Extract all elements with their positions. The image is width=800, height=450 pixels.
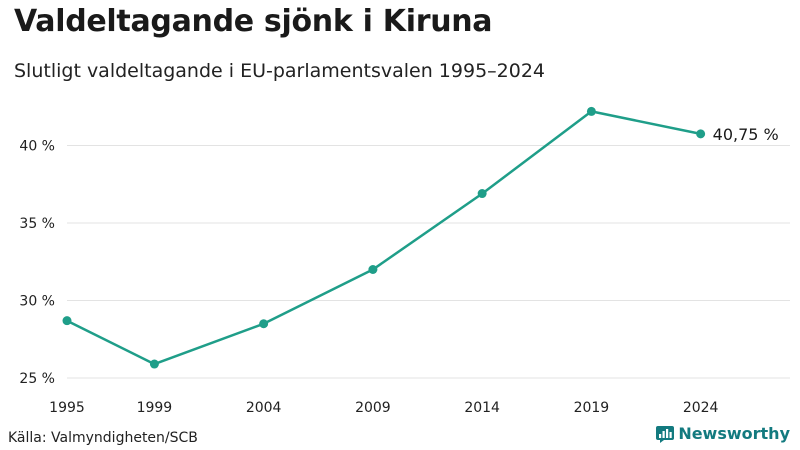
x-tick-label: 2024 (683, 400, 719, 416)
data-point (696, 129, 706, 139)
x-tick-label: 2004 (246, 400, 282, 416)
y-tick-label: 25 % (19, 371, 55, 387)
x-tick-label: 2009 (355, 400, 391, 416)
newsworthy-logo-icon (656, 425, 675, 443)
chart-title: Valdeltagande sjönk i Kiruna (14, 4, 493, 39)
x-tick-label: 1999 (137, 400, 173, 416)
x-tick-label: 1995 (49, 400, 85, 416)
y-tick-label: 30 % (19, 294, 55, 310)
y-tick-label: 35 % (19, 216, 55, 232)
chart-subtitle: Slutligt valdeltagande i EU-parlamentsva… (14, 60, 546, 82)
x-tick-label: 2014 (464, 400, 500, 416)
source-note: Källa: Valmyndigheten/SCB (8, 430, 198, 446)
brand-name: Newsworthy (678, 424, 790, 443)
data-point (62, 316, 72, 326)
data-point (149, 359, 159, 369)
y-tick-label: 40 % (19, 139, 55, 155)
data-point (586, 106, 596, 116)
data-point (368, 265, 378, 274)
end-value-label: 40,75 % (713, 125, 779, 144)
data-point (477, 189, 487, 199)
newsworthy-brand[interactable]: Newsworthy (656, 424, 790, 443)
series-line (66, 110, 701, 366)
x-tick-label: 2019 (574, 400, 610, 416)
data-point (259, 319, 269, 329)
